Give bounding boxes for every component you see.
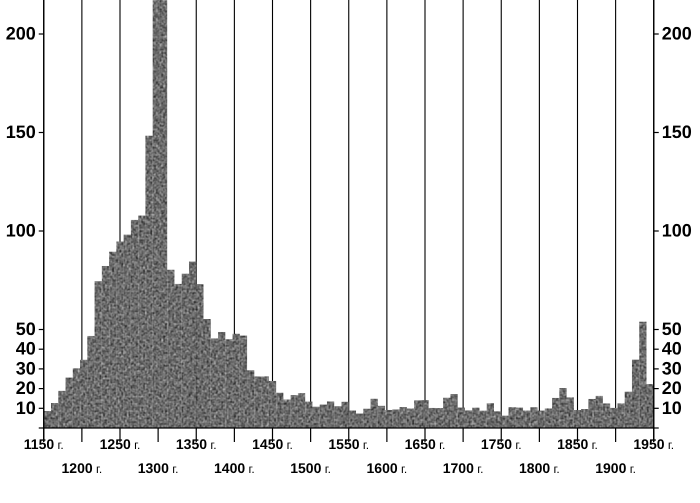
svg-text:40: 40 [16,339,36,359]
svg-text:50: 50 [16,319,36,339]
svg-text:10: 10 [16,398,36,418]
svg-text:50: 50 [662,319,682,339]
svg-text:200: 200 [662,24,692,44]
svg-text:1300 г.: 1300 г. [138,460,179,476]
svg-text:150: 150 [662,122,692,142]
svg-text:100: 100 [6,221,36,241]
svg-text:1150 г.: 1150 г. [24,436,64,452]
svg-text:100: 100 [662,221,692,241]
svg-text:1550 г.: 1550 г. [328,436,369,452]
svg-text:1500 г.: 1500 г. [290,460,331,476]
svg-text:1700 г.: 1700 г. [443,460,484,476]
svg-text:1850 г.: 1850 г. [557,436,598,452]
svg-text:1400 г.: 1400 г. [214,460,255,476]
svg-text:150: 150 [6,122,36,142]
svg-text:30: 30 [16,358,36,378]
svg-text:1950 г.: 1950 г. [633,436,674,452]
svg-text:1250 г.: 1250 г. [100,436,141,452]
svg-text:1650 г.: 1650 г. [405,436,446,452]
svg-text:1450 г.: 1450 г. [252,436,293,452]
svg-text:10: 10 [662,398,682,418]
svg-text:1350 г.: 1350 г. [176,436,217,452]
svg-text:20: 20 [16,378,36,398]
svg-text:1900 г.: 1900 г. [595,460,636,476]
svg-text:20: 20 [662,378,682,398]
svg-text:30: 30 [662,358,682,378]
svg-text:1800 г.: 1800 г. [519,460,560,476]
svg-text:1600 г.: 1600 г. [367,460,408,476]
svg-text:200: 200 [6,24,36,44]
svg-text:1200 г.: 1200 г. [62,460,103,476]
svg-text:1750 г.: 1750 г. [481,436,522,452]
svg-text:40: 40 [662,339,682,359]
